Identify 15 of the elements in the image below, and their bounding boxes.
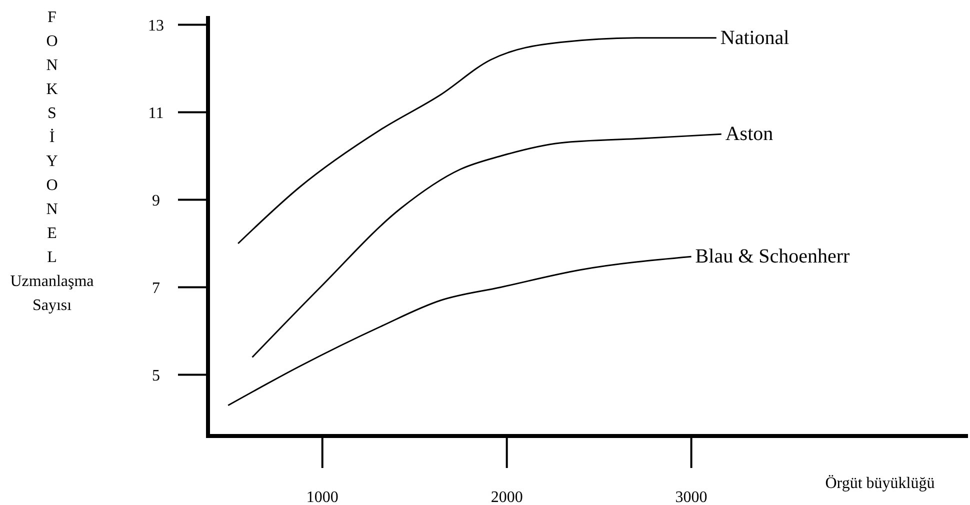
text: FONKSİYONEL Uzmanlaşma Sayısı xyxy=(10,9,94,314)
line-series xyxy=(227,256,692,406)
y-tick-label: 13 xyxy=(148,17,164,34)
series-label: National xyxy=(720,26,790,49)
line-series xyxy=(237,37,718,244)
x-tick-label: 1000 xyxy=(306,489,338,505)
x-tick-label: 2000 xyxy=(490,489,523,505)
y-tick-label: 9 xyxy=(152,192,160,210)
y-tick-label: 11 xyxy=(148,104,164,122)
y-tick-label: 7 xyxy=(152,280,160,297)
y-tick-label: 5 xyxy=(152,367,160,384)
series-label: Aston xyxy=(725,123,774,146)
x-axis-title: Örgüt büyüklüğü xyxy=(825,475,935,492)
x-tick-label: 3000 xyxy=(675,489,708,505)
series-label: Blau & Schoenherr xyxy=(695,246,850,268)
